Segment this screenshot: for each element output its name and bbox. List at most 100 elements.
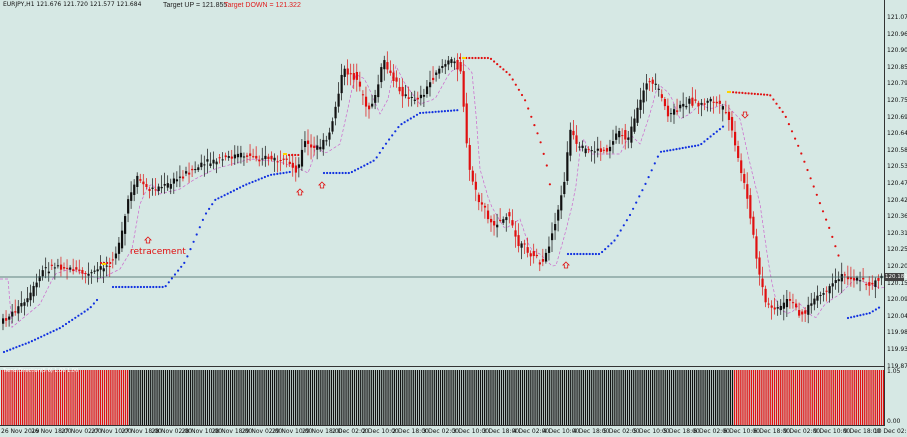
candle-body <box>148 188 151 192</box>
candle-body <box>871 282 874 285</box>
candle-body <box>462 71 465 107</box>
support-dot <box>591 252 594 256</box>
histogram-bar <box>347 370 349 425</box>
histogram-bar <box>511 370 513 425</box>
candle-body <box>795 303 798 308</box>
support-dot <box>15 346 18 349</box>
histogram-bar <box>416 370 419 425</box>
histogram-bar <box>295 370 297 425</box>
histogram-bar <box>624 370 626 425</box>
time-tick-label: 28 Nov 10:00 <box>181 428 223 435</box>
resistance-dot <box>499 65 502 68</box>
price-tick-label: 120.585 <box>887 146 907 154</box>
histogram-bar <box>381 370 383 425</box>
support-dot <box>341 171 344 175</box>
candle-body <box>66 267 69 269</box>
support-dot <box>248 182 251 185</box>
histogram-bar <box>343 370 345 425</box>
price-chart[interactable] <box>0 0 885 425</box>
candle-body <box>38 276 41 282</box>
histogram-bar <box>57 370 59 425</box>
histogram-bar <box>502 370 505 425</box>
support-dot <box>155 285 158 289</box>
histogram-bar <box>492 370 494 425</box>
histogram-bar <box>866 370 868 425</box>
support-dot <box>579 252 582 256</box>
histogram-bar <box>828 370 830 425</box>
candle-body <box>166 183 169 188</box>
resistance-dot <box>769 94 772 97</box>
histogram-bar <box>488 370 490 425</box>
candle-body <box>154 189 157 191</box>
candle-body <box>849 277 853 280</box>
histogram-bar <box>227 370 230 425</box>
time-tick-label: 28 Nov 18:00 <box>211 428 253 435</box>
candle-body <box>825 290 828 292</box>
candle-body <box>300 149 304 167</box>
histogram-bar <box>855 370 857 425</box>
resistance-dot <box>756 93 760 96</box>
histogram-bar <box>97 370 99 425</box>
price-tick-label: 119.985 <box>887 329 907 337</box>
candle-body <box>666 105 670 117</box>
candle-body <box>53 267 57 269</box>
candle-body <box>618 130 621 138</box>
histogram-bar <box>467 370 469 425</box>
candle-body <box>84 273 87 275</box>
histogram-bar <box>677 370 679 425</box>
support-dot <box>400 123 403 126</box>
support-dot <box>43 334 46 337</box>
histogram-bar <box>74 370 76 425</box>
support-dot <box>177 269 180 272</box>
candle-body <box>310 144 313 148</box>
candle-body <box>740 160 743 174</box>
support-dot <box>641 189 644 192</box>
candle-body <box>50 264 53 266</box>
histogram-bar <box>89 370 91 425</box>
subwindow-separator[interactable] <box>0 366 885 367</box>
candle-body <box>627 137 630 140</box>
resistance-dot <box>486 56 489 60</box>
price-tick-label: 120.530 <box>887 163 907 171</box>
histogram-bar <box>284 370 286 425</box>
histogram-bar <box>542 370 545 425</box>
support-dot <box>198 226 201 229</box>
histogram-bar <box>47 370 49 425</box>
candle-body <box>715 101 718 104</box>
time-tick-label: 5 Dec 10:00 <box>633 428 670 435</box>
candle-body <box>724 112 728 114</box>
histogram-bar <box>30 370 32 425</box>
histogram-bar <box>341 370 343 425</box>
support-dot <box>260 177 263 180</box>
candle-body <box>804 310 807 314</box>
histogram-bar <box>654 370 656 425</box>
candle-body <box>660 94 663 98</box>
resistance-dot <box>483 56 486 60</box>
candle-body <box>676 110 679 112</box>
histogram-bar <box>591 370 593 425</box>
histogram-bar <box>223 370 225 425</box>
candle-body <box>816 295 819 301</box>
time-tick-label: 5 Dec 18:00 <box>663 428 700 435</box>
histogram-bar <box>605 370 608 425</box>
resistance-dot <box>109 261 112 265</box>
time-tick-label: 27 Nov 10:00 <box>91 428 132 435</box>
time-tick-label: 29 Nov 02:00 <box>241 428 283 435</box>
candle-body <box>709 98 712 102</box>
histogram-bar <box>232 370 234 425</box>
resistance-dot <box>297 153 300 157</box>
resistance-dot <box>480 56 483 60</box>
histogram-bar <box>767 370 769 425</box>
support-dot <box>628 213 632 217</box>
histogram-bar <box>454 370 456 425</box>
histogram-bar <box>322 370 324 425</box>
histogram-bar <box>754 370 757 425</box>
candle-body <box>319 146 322 150</box>
histogram-bar <box>589 370 591 425</box>
candle-body <box>770 305 773 308</box>
candle-body <box>791 302 795 304</box>
histogram-bar <box>351 370 353 425</box>
histogram-bar <box>681 370 683 425</box>
histogram-bar <box>733 370 736 425</box>
